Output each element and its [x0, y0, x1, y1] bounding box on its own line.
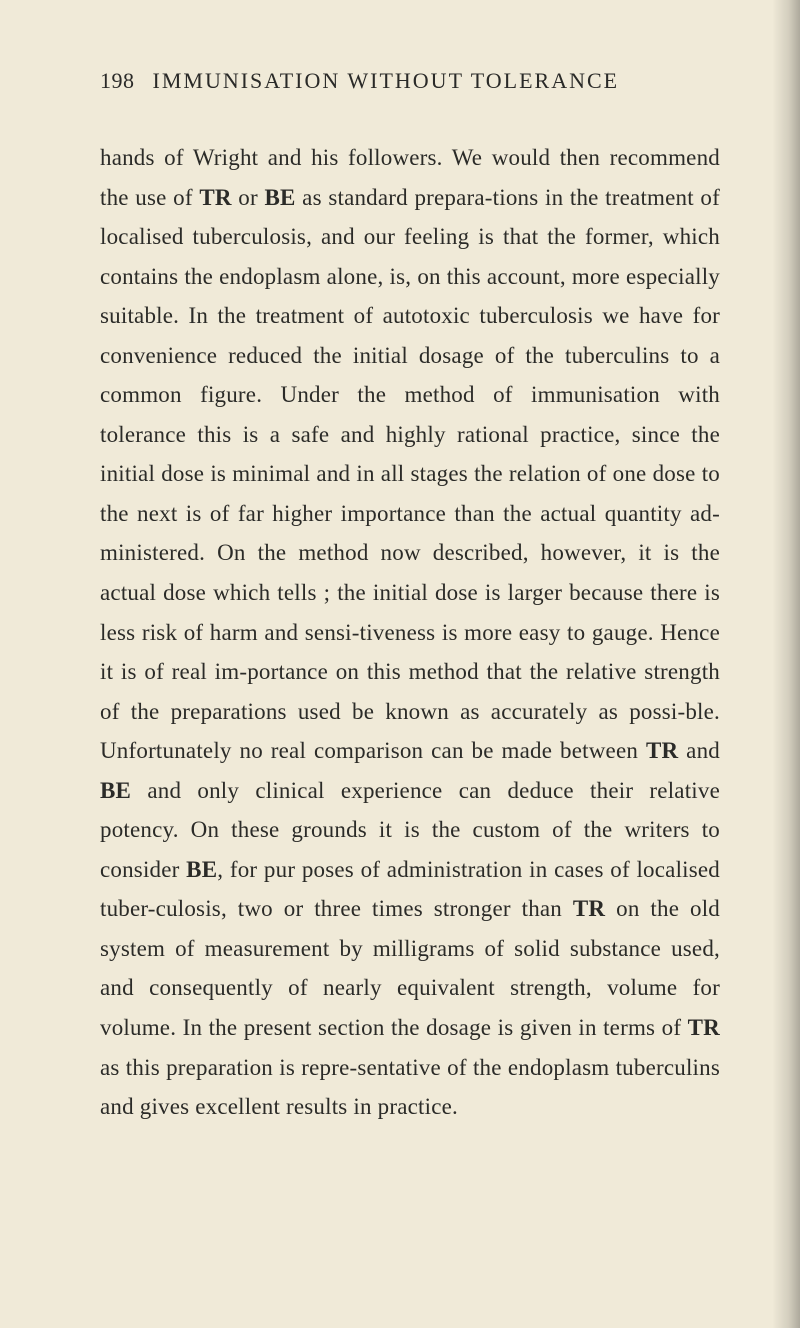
- page-container: 198 IMMUNISATION WITHOUT TOLERANCE hands…: [0, 0, 800, 1328]
- page-title: IMMUNISATION WITHOUT TOLERANCE: [153, 68, 620, 94]
- body-text: hands of Wright and his followers. We wo…: [100, 138, 720, 1127]
- page-header: 198 IMMUNISATION WITHOUT TOLERANCE: [100, 68, 720, 94]
- page-number: 198: [100, 68, 135, 94]
